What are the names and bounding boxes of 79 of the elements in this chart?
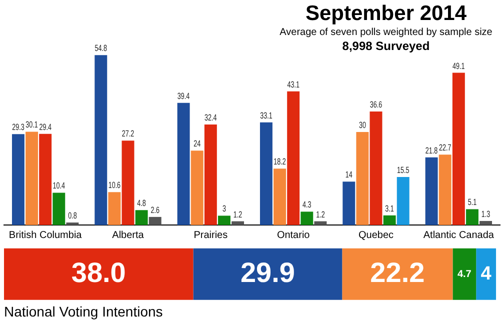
bar [438, 154, 452, 225]
bar [425, 157, 438, 225]
bar [452, 248, 476, 300]
data-label: 1.2 [233, 209, 242, 220]
data-label: 1.3 [481, 208, 490, 220]
bar [383, 215, 396, 225]
x-tick-label: Quebec [358, 230, 394, 241]
bar [396, 176, 410, 225]
bar [52, 192, 66, 225]
bar [39, 134, 52, 225]
data-label: 29.4 [39, 122, 52, 132]
bar [12, 134, 24, 225]
data-label: 29.9 [240, 256, 295, 288]
x-axis-title: National Voting Intentions [4, 303, 163, 320]
data-label: 30 [358, 120, 366, 130]
data-label: 4.8 [137, 198, 146, 208]
data-label: 2.6 [150, 204, 160, 216]
data-label: 5.1 [468, 197, 477, 208]
bar [480, 220, 492, 225]
data-label: 29.3 [12, 122, 24, 132]
chart-subtitle: Average of seven polls weighted by sample size [278, 26, 494, 39]
bar [204, 124, 217, 225]
data-label: 1.2 [316, 209, 325, 220]
data-label: 0.8 [68, 210, 77, 221]
data-label: 10.6 [108, 180, 121, 190]
data-label: 43.1 [287, 79, 300, 90]
bar [314, 221, 327, 225]
data-label: 15.5 [396, 164, 410, 176]
bar [476, 248, 496, 300]
data-label: 32.4 [204, 112, 218, 123]
data-label: 24 [194, 138, 202, 149]
data-label: 14 [345, 169, 353, 180]
bar [356, 132, 369, 225]
bar [274, 168, 286, 225]
bar [177, 102, 190, 225]
data-label: 39.4 [177, 90, 190, 102]
data-label: 22.7 [438, 142, 452, 153]
bar [94, 55, 108, 225]
x-tick-label: Alberta [112, 230, 144, 241]
data-label: 18.2 [274, 156, 286, 167]
bar [135, 210, 148, 225]
bar [4, 248, 194, 300]
bar [260, 122, 272, 225]
x-tick-label: Ontario [276, 230, 310, 241]
bar [218, 216, 230, 225]
bar [122, 140, 134, 225]
x-tick-label: Prairies [194, 230, 228, 241]
data-label: 27.2 [122, 128, 134, 139]
data-label: 36.6 [370, 99, 382, 110]
bar [342, 248, 453, 300]
text: 8,998 Surveyed [341, 39, 431, 54]
bar [287, 91, 300, 225]
data-label: 4.7 [457, 268, 472, 280]
bar [193, 248, 342, 300]
data-label: 30.1 [26, 120, 38, 130]
data-label: 38.0 [71, 256, 126, 288]
data-label: 3 [222, 204, 226, 214]
bar [148, 216, 162, 225]
x-tick-label: Atlantic Canada [423, 230, 494, 241]
bar [232, 221, 244, 225]
data-label: 22.2 [370, 256, 425, 288]
bar [370, 112, 382, 225]
chart-title: September 2014 [304, 2, 468, 26]
bar [26, 132, 38, 225]
data-label: 3.1 [385, 203, 394, 214]
bar [452, 72, 465, 225]
bar [190, 150, 204, 225]
data-label: 4.3 [302, 200, 312, 210]
data-label: 49.1 [452, 60, 465, 72]
bar [466, 209, 478, 225]
data-label: 33.1 [260, 110, 272, 121]
x-tick-label: British Columbia [8, 230, 82, 241]
data-label: 4 [480, 263, 492, 284]
data-label: 21.8 [425, 145, 438, 156]
bar [108, 192, 121, 225]
data-label: 10.4 [52, 180, 66, 192]
bar [300, 212, 314, 225]
bar [342, 182, 356, 225]
data-label: 54.8 [94, 42, 108, 54]
